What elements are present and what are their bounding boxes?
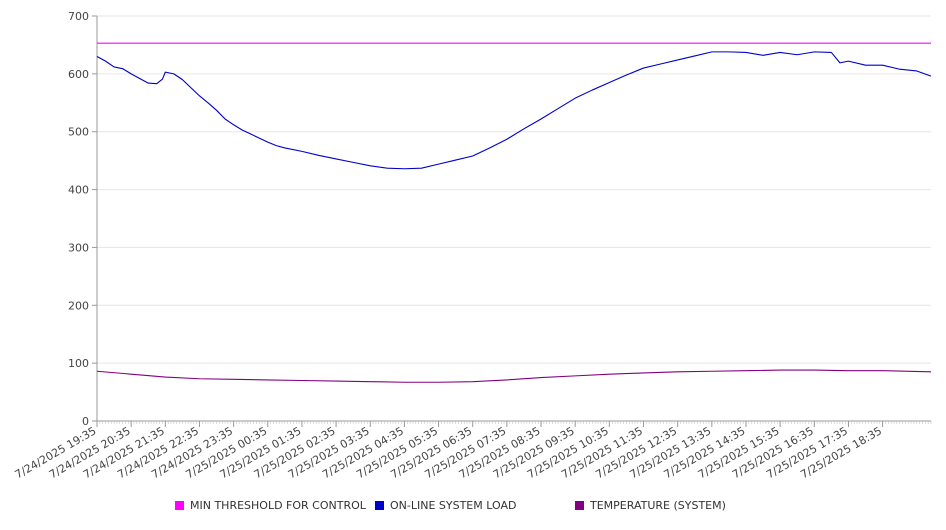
series-line-temperature	[96, 369, 932, 383]
legend-item-temperature[interactable]: TEMPERATURE (SYSTEM)	[575, 497, 726, 513]
legend-swatch-system-load	[375, 500, 384, 510]
series-lines	[96, 42, 932, 383]
legend: MIN THRESHOLD FOR CONTROL ON-LINE SYSTEM…	[0, 497, 946, 515]
y-tick-label: 600	[68, 68, 89, 81]
y-tick-label: 500	[68, 126, 89, 139]
y-tick-label: 700	[68, 10, 89, 23]
y-tick-label: 400	[68, 184, 89, 197]
grid-lines	[97, 15, 931, 364]
legend-item-system-load[interactable]: ON-LINE SYSTEM LOAD	[375, 497, 516, 513]
y-tick-labels: 0 100 200 300 400 500 600 700	[68, 10, 89, 428]
legend-label-min-threshold: MIN THRESHOLD FOR CONTROL	[190, 498, 366, 512]
x-tick-labels: 7/24/2025 19:357/24/2025 20:357/24/2025 …	[13, 424, 884, 481]
axes	[92, 15, 932, 427]
series-line-system-load	[96, 51, 932, 170]
y-tick-label: 0	[82, 415, 89, 428]
legend-label-system-load: ON-LINE SYSTEM LOAD	[390, 498, 517, 512]
legend-swatch-min-threshold	[175, 500, 184, 510]
y-tick-label: 100	[68, 357, 89, 370]
y-tick-label: 300	[68, 241, 89, 254]
legend-label-temperature: TEMPERATURE (SYSTEM)	[590, 498, 726, 512]
y-tick-label: 200	[68, 299, 89, 312]
legend-item-min-threshold[interactable]: MIN THRESHOLD FOR CONTROL	[175, 497, 366, 513]
legend-swatch-temperature	[575, 500, 584, 510]
